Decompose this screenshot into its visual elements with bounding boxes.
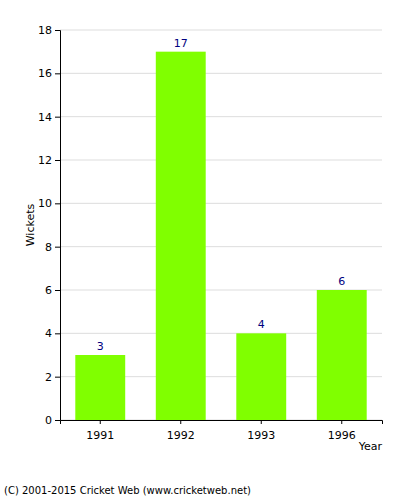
data-label: 17 [174,37,188,50]
x-tick: 1991 [86,420,114,442]
bars [75,52,366,420]
x-tick-label: 1993 [247,429,275,442]
data-labels: 3 17 4 6 [97,37,346,353]
grid-line [60,116,382,117]
x-tick: 1993 [247,420,275,442]
y-tick-mark [55,247,60,248]
y-tick-mark [55,333,60,334]
y-tick: 2 [45,371,60,384]
grid [60,30,382,420]
x-tick: 1996 [328,420,356,442]
bar [317,290,367,420]
y-axis-line [55,31,61,421]
y-tick: 18 [38,24,60,37]
y-tick: 12 [38,154,60,167]
y-tick: 0 [45,414,60,427]
y-axis-title: Wickets [24,203,37,246]
grid-line [60,246,382,247]
x-tick-mark [180,420,181,424]
chart: 3 17 4 6 0 2 4 6 8 10 12 14 16 18 1991 1992 1993 1996 Wick… [0,0,400,500]
data-label: 3 [97,340,104,353]
x-tick-mark [100,420,101,424]
x-tick-label: 1992 [167,429,195,442]
y-tick: 10 [38,197,60,210]
y-tick-mark [55,160,60,161]
grid-line [60,73,382,74]
x-axis: 1991 1992 1993 1996 [61,420,383,442]
y-tick-label: 0 [45,414,52,427]
annotation: (C) 2001-2015 Cricket Web (www.cricketwe… [4,485,251,496]
x-tick-label: 1991 [86,429,114,442]
x-axis-line [61,421,383,425]
bar [75,355,125,420]
grid-line [60,203,382,204]
y-tick-mark [55,377,60,378]
y-tick-mark [55,420,60,421]
y-tick: 14 [38,111,60,124]
x-tick: 1992 [167,420,195,442]
annotations: (C) 2001-2015 Cricket Web (www.cricketwe… [4,485,251,496]
y-tick-mark [55,290,60,291]
x-tick-mark [341,420,342,424]
y-tick: 8 [45,241,60,254]
y-tick: 4 [45,327,60,340]
y-tick-label: 2 [45,371,52,384]
x-axis-title: Year [358,440,383,453]
grid-line [60,30,382,31]
y-axis: 0 2 4 6 8 10 12 14 16 18 [38,24,61,427]
y-tick-label: 6 [45,284,52,297]
bar [156,52,206,420]
y-tick-label: 16 [38,67,52,80]
data-label: 6 [338,275,345,288]
y-tick-mark [55,203,60,204]
y-tick-mark [55,117,60,118]
y-tick-label: 4 [45,327,52,340]
plot: 3 17 4 6 0 2 4 6 8 10 12 14 16 18 1991 1992 1993 1996 [38,24,383,442]
y-tick-mark [55,73,60,74]
data-label: 4 [258,318,265,331]
bar [236,333,286,420]
y-tick-label: 14 [38,111,52,124]
grid-line [60,160,382,161]
y-tick: 16 [38,67,60,80]
y-tick: 6 [45,284,60,297]
y-tick-label: 18 [38,24,52,37]
y-tick-label: 8 [45,241,52,254]
y-tick-label: 10 [38,197,52,210]
y-tick-label: 12 [38,154,52,167]
x-tick-label: 1996 [328,429,356,442]
y-tick-mark [55,30,60,31]
x-tick-mark [261,420,262,424]
